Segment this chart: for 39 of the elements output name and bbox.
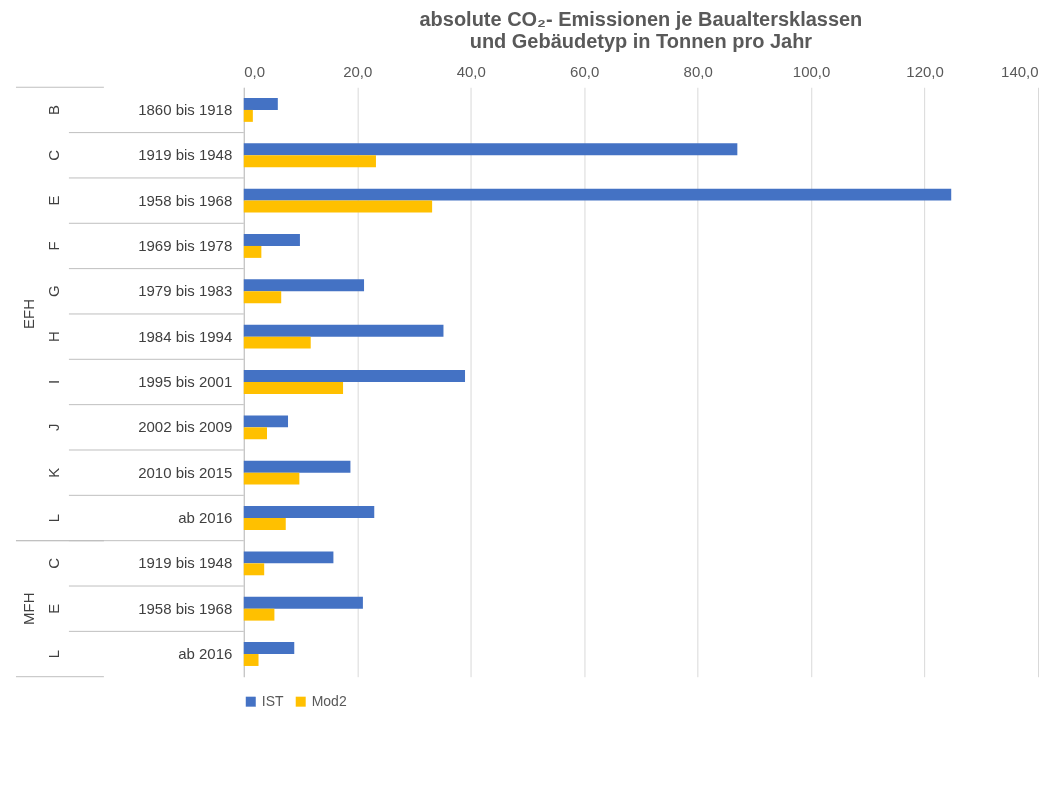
text: K — [44, 467, 62, 478]
y-tick-label: 1995 bis 2001 — [138, 372, 233, 390]
y-tick-label: 1969 bis 1978 — [138, 236, 233, 254]
text: I — [44, 379, 62, 385]
text: F — [44, 241, 62, 251]
y-tick-label: 1919 bis 1948 — [138, 554, 233, 572]
y-tick-label: 2010 bis 2015 — [138, 463, 233, 481]
text: H — [44, 331, 62, 343]
text: C — [44, 557, 62, 569]
x-tick-label: 140,0 — [1001, 62, 1039, 80]
x-tick-label: 80,0 — [683, 62, 713, 80]
y-tick-label: 1860 bis 1918 — [138, 100, 233, 118]
y-tick-label: ab 2016 — [178, 645, 233, 663]
x-tick-label: 120,0 — [906, 62, 944, 80]
text: B — [44, 104, 62, 115]
text: L — [44, 649, 62, 659]
text: EFH — [19, 299, 37, 329]
legend-label: Mod2 — [311, 692, 347, 709]
text: G — [44, 285, 62, 298]
text: C — [44, 149, 62, 161]
chart-title: absolute CO₂- Emissionen je Baualtersklassen und Gebäudetyp in Tonnen pro Jahr — [419, 8, 863, 53]
y-tick-label: 1958 bis 1968 — [138, 599, 233, 617]
text: L — [44, 513, 62, 523]
x-tick-label: 20,0 — [343, 62, 373, 80]
text: MFH — [19, 592, 37, 625]
text: E — [44, 195, 62, 206]
y-tick-label: 1958 bis 1968 — [138, 191, 233, 209]
legend-label: IST — [261, 692, 284, 709]
y-tick-label: 2002 bis 2009 — [138, 418, 233, 436]
text: E — [44, 603, 62, 614]
x-tick-label: 40,0 — [456, 62, 486, 80]
x-tick-label: 0,0 — [244, 62, 266, 80]
x-tick-label: 100,0 — [792, 62, 831, 80]
y-tick-label: 1919 bis 1948 — [138, 146, 233, 164]
y-tick-label: 1979 bis 1983 — [138, 282, 233, 300]
x-tick-label: 60,0 — [570, 62, 600, 80]
text: J — [44, 423, 62, 432]
y-tick-label: ab 2016 — [178, 509, 233, 526]
y-tick-label: 1984 bis 1994 — [138, 327, 233, 345]
